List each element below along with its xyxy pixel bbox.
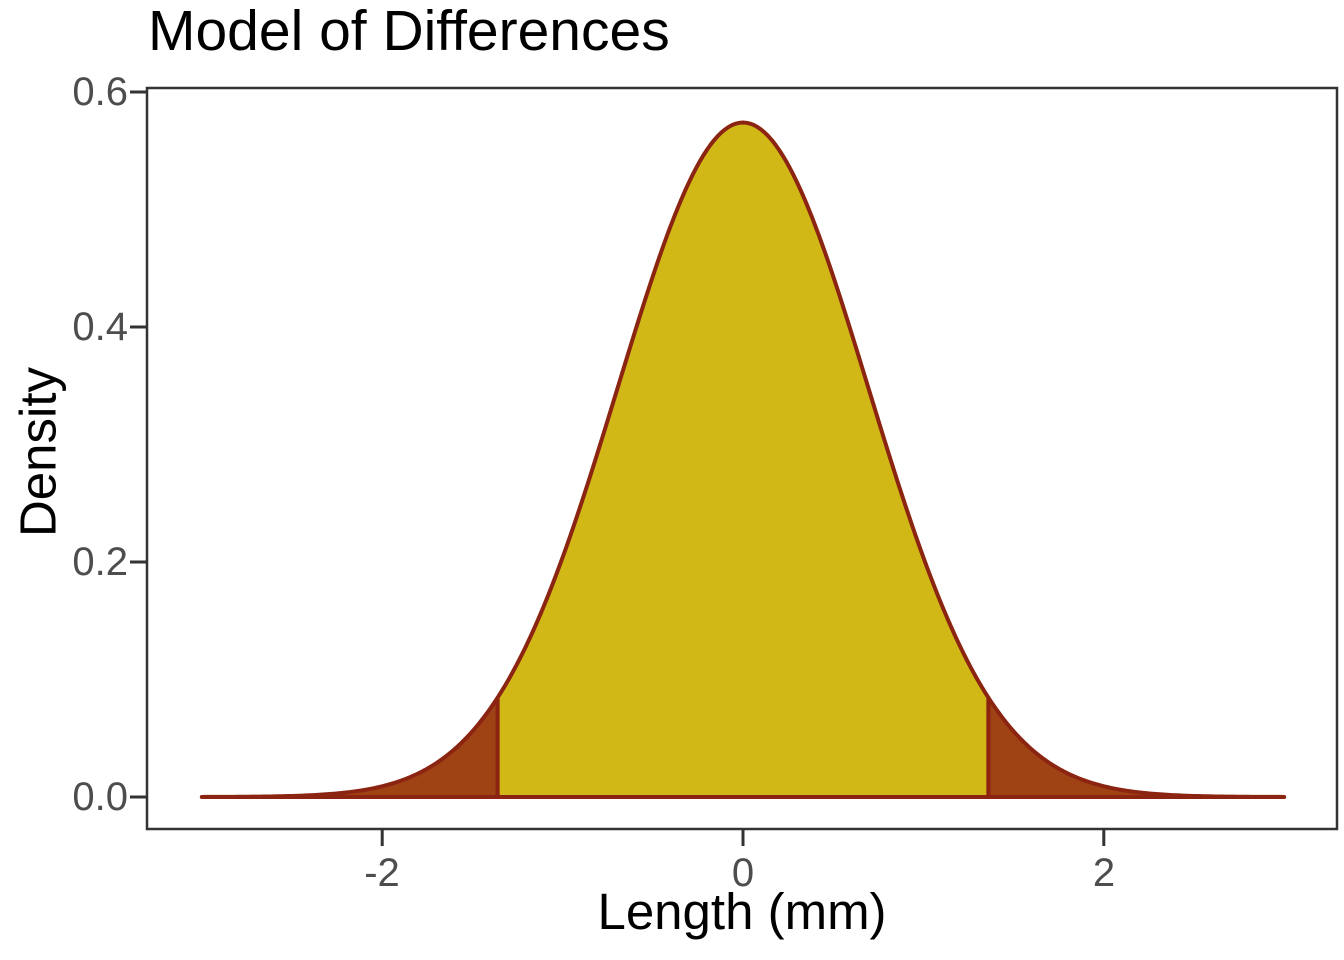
y-tick-label-0.2: 0.2: [72, 540, 128, 584]
x-tick-label-neg2: -2: [364, 851, 400, 895]
y-tick-label-0.6: 0.6: [72, 70, 128, 114]
density-right-tail: [986, 695, 1287, 799]
density-left-tail: [199, 695, 500, 799]
x-tick-label-0: 0: [731, 851, 755, 895]
x-axis-title: Length (mm): [597, 883, 887, 940]
y-tick-label-0.4: 0.4: [72, 305, 128, 349]
y-axis-title: Density: [9, 366, 67, 538]
x-tick-label-2: 2: [1092, 851, 1116, 895]
density-inner-region: [495, 120, 991, 799]
y-tick-label-0.0: 0.0: [72, 775, 128, 819]
chart-title: Model of Differences: [148, 0, 670, 63]
